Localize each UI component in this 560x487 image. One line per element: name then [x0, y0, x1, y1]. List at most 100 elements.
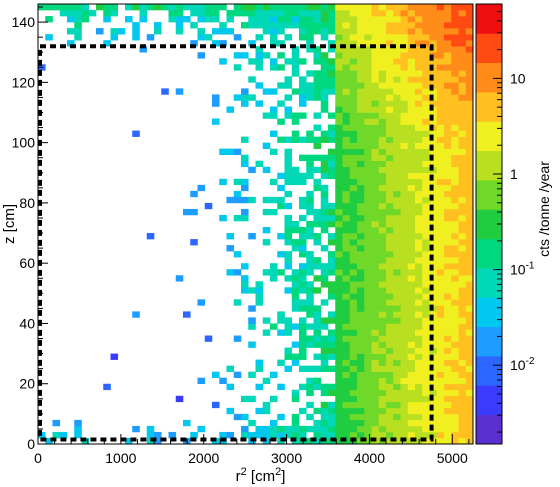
heatmap-cell [313, 58, 322, 65]
heatmap-cell [386, 172, 394, 180]
heatmap-cell [415, 431, 423, 439]
heatmap-cell [204, 202, 213, 210]
heatmap-cell [451, 257, 459, 264]
heatmap-cell [328, 401, 336, 409]
heatmap-cell [357, 293, 365, 300]
heatmap-cell [320, 70, 329, 77]
heatmap-cell [407, 22, 416, 29]
heatmap-cell [458, 76, 467, 83]
heatmap-cell [429, 359, 438, 366]
heatmap-cell [451, 275, 459, 282]
heatmap-cell [444, 58, 452, 65]
heatmap-cell [364, 263, 372, 270]
heatmap-cell [436, 437, 445, 445]
heatmap-cell [349, 46, 358, 53]
heatmap-cell [378, 335, 387, 342]
heatmap-cell [103, 16, 111, 23]
heatmap-cell [465, 118, 474, 125]
heatmap-cell [415, 178, 423, 186]
heatmap-cell [371, 100, 380, 107]
heatmap-cell [422, 329, 430, 336]
heatmap-cell [357, 377, 365, 385]
heatmap-cell [422, 383, 430, 391]
heatmap-cell [342, 383, 351, 391]
heatmap-cell [248, 4, 256, 11]
heatmap-cell [436, 311, 445, 318]
heatmap-cell [364, 341, 372, 348]
heatmap-cell [328, 347, 336, 354]
heatmap-cell [465, 287, 474, 294]
heatmap-cell [306, 202, 314, 210]
heatmap-cell [378, 64, 387, 71]
heatmap-cell [393, 190, 401, 198]
heatmap-cell [284, 220, 293, 228]
heatmap-cell [299, 227, 307, 234]
heatmap-cell [299, 317, 307, 324]
heatmap-cell [444, 202, 452, 210]
heatmap-cell [299, 335, 307, 342]
heatmap-cell [393, 263, 401, 270]
heatmap-cell [407, 401, 416, 409]
y-axis-label: z [cm] [1, 204, 18, 244]
heatmap-cell [415, 4, 423, 11]
heatmap-cell [407, 419, 416, 427]
heatmap-cell [371, 76, 380, 83]
heatmap-cell [349, 4, 358, 11]
heatmap-cell [299, 4, 307, 11]
heatmap-cell [349, 335, 358, 342]
heatmap-cell [262, 112, 271, 119]
heatmap-cell [313, 46, 322, 53]
heatmap-cell [415, 227, 423, 234]
heatmap-cell [444, 431, 452, 439]
heatmap-cell [161, 4, 169, 11]
heatmap-cell [349, 281, 358, 288]
colorbar-band [476, 414, 502, 445]
heatmap-cell [328, 58, 336, 65]
heatmap-cell [291, 341, 300, 348]
heatmap-cell [400, 4, 409, 11]
heatmap-cell [284, 160, 293, 168]
heatmap-cell [357, 52, 365, 59]
heatmap-cell [400, 251, 409, 258]
heatmap-cell [378, 323, 387, 330]
heatmap-cell [422, 22, 430, 29]
heatmap-cell [400, 245, 409, 252]
heatmap-cell [407, 431, 416, 439]
heatmap-cell [248, 58, 256, 65]
heatmap-cell [364, 293, 372, 300]
heatmap-cell [306, 220, 314, 228]
heatmap-cell [262, 401, 271, 409]
heatmap-cell [451, 46, 459, 53]
heatmap-cell [349, 166, 358, 174]
heatmap-cell [371, 106, 380, 113]
heatmap-cell [270, 64, 278, 71]
heatmap-cell [444, 263, 452, 270]
heatmap-cell [386, 317, 394, 324]
heatmap-cell [407, 371, 416, 378]
heatmap-cell [386, 118, 394, 125]
heatmap-cell [349, 178, 358, 186]
heatmap-cell [335, 335, 343, 342]
heatmap-cell [458, 233, 467, 240]
heatmap-cell [436, 40, 445, 47]
heatmap-cell [342, 124, 351, 131]
heatmap-cell [415, 365, 423, 372]
heatmap-cell [277, 10, 285, 17]
heatmap-cell [255, 58, 264, 65]
heatmap-cell [335, 395, 343, 403]
heatmap-cell [436, 160, 445, 168]
heatmap-cell [349, 365, 358, 372]
heatmap-cell [357, 154, 365, 162]
heatmap-cell [175, 275, 184, 282]
heatmap-cell [357, 311, 365, 318]
heatmap-cell [349, 419, 358, 427]
heatmap-cell [364, 202, 372, 210]
heatmap-cell [458, 425, 467, 433]
heatmap-cell [451, 130, 459, 137]
heatmap-cell [458, 257, 467, 264]
heatmap-cell [429, 40, 438, 47]
heatmap-cell [386, 269, 394, 276]
heatmap-cell [190, 190, 198, 198]
heatmap-cell [371, 371, 380, 378]
